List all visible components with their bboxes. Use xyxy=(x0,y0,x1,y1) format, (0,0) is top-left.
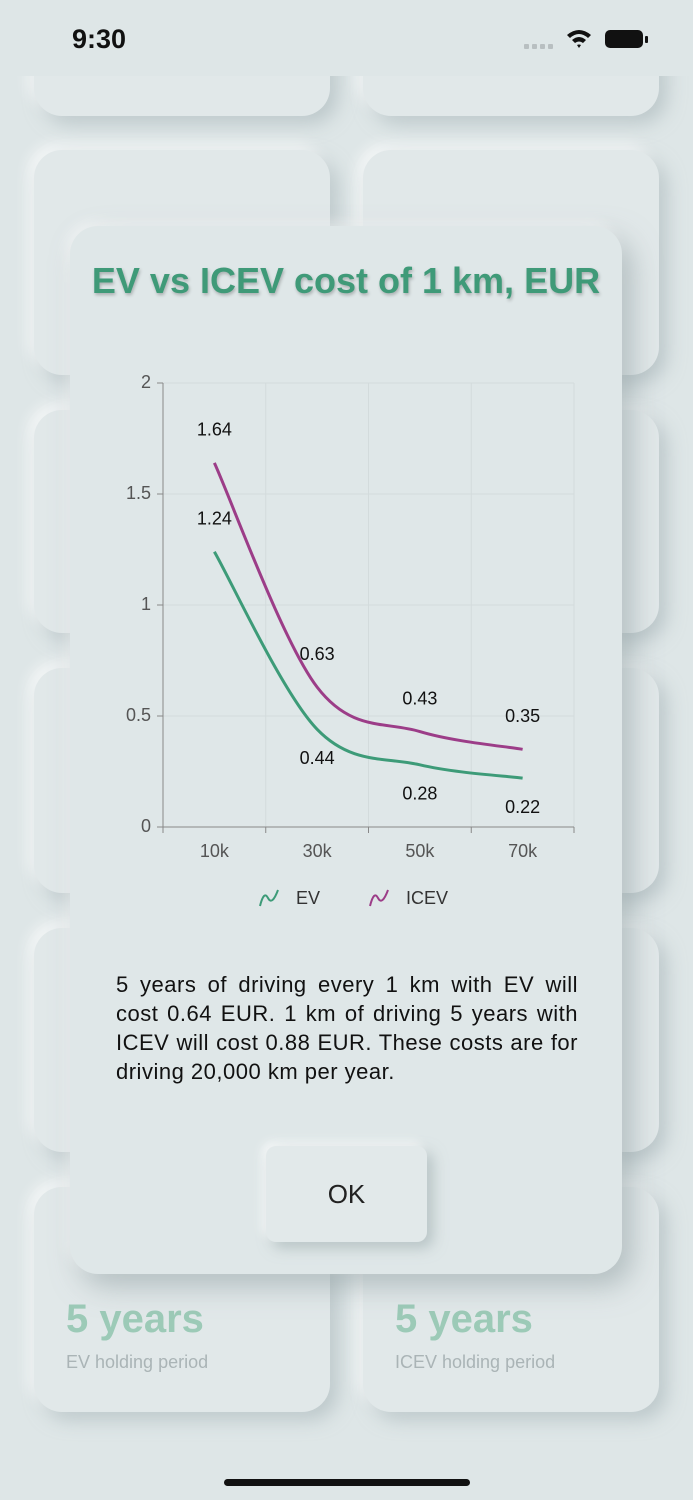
status-time: 9:30 xyxy=(72,24,127,54)
data-label: 1.24 xyxy=(197,508,232,528)
legend-swatch xyxy=(259,889,279,907)
data-label: 1.64 xyxy=(197,420,232,440)
data-label: 0.28 xyxy=(402,784,437,804)
line-series xyxy=(213,462,523,751)
dialog-message: 5 years of driving every 1 km with EV wi… xyxy=(116,972,578,1084)
card-label: EV holding period xyxy=(66,1352,209,1372)
x-tick-label: 50k xyxy=(405,841,435,861)
y-tick-label: 2 xyxy=(141,372,151,392)
ok-button[interactable]: OK xyxy=(266,1146,427,1242)
y-tick-label: 1 xyxy=(141,594,151,614)
status-bar: 9:30 xyxy=(0,0,693,76)
x-tick-label: 30k xyxy=(303,841,333,861)
legend-label: EV xyxy=(296,888,320,908)
home-indicator xyxy=(224,1479,470,1486)
x-tick-label: 10k xyxy=(200,841,230,861)
legend-swatch xyxy=(369,889,389,907)
data-label: 0.22 xyxy=(505,797,540,817)
status-icons xyxy=(524,30,648,49)
y-tick-label: 0 xyxy=(141,816,151,836)
y-tick-label: 0.5 xyxy=(126,705,151,725)
line-series xyxy=(213,550,523,780)
data-label: 0.63 xyxy=(300,644,335,664)
data-label: 0.43 xyxy=(402,688,437,708)
y-tick-label: 1.5 xyxy=(126,483,151,503)
card-value: 5 years xyxy=(395,1297,533,1341)
card-label: ICEV holding period xyxy=(395,1352,556,1372)
x-tick-label: 70k xyxy=(508,841,538,861)
dialog-title: EV vs ICEV cost of 1 km, EUR xyxy=(91,260,601,301)
data-label: 0.35 xyxy=(505,706,540,726)
legend-label: ICEV xyxy=(406,888,448,908)
chart: 0 0.5 1 1.5 2 10k 30k 50k 70k 1.24 0.44 0.28 0.22 1.6… xyxy=(126,372,575,908)
dialog: EV vs ICEV cost of 1 km, EUR 0 0.5 1 1.5 2 10… xyxy=(70,226,622,1274)
card-value: 5 years xyxy=(66,1297,204,1341)
data-label: 0.44 xyxy=(300,748,335,768)
